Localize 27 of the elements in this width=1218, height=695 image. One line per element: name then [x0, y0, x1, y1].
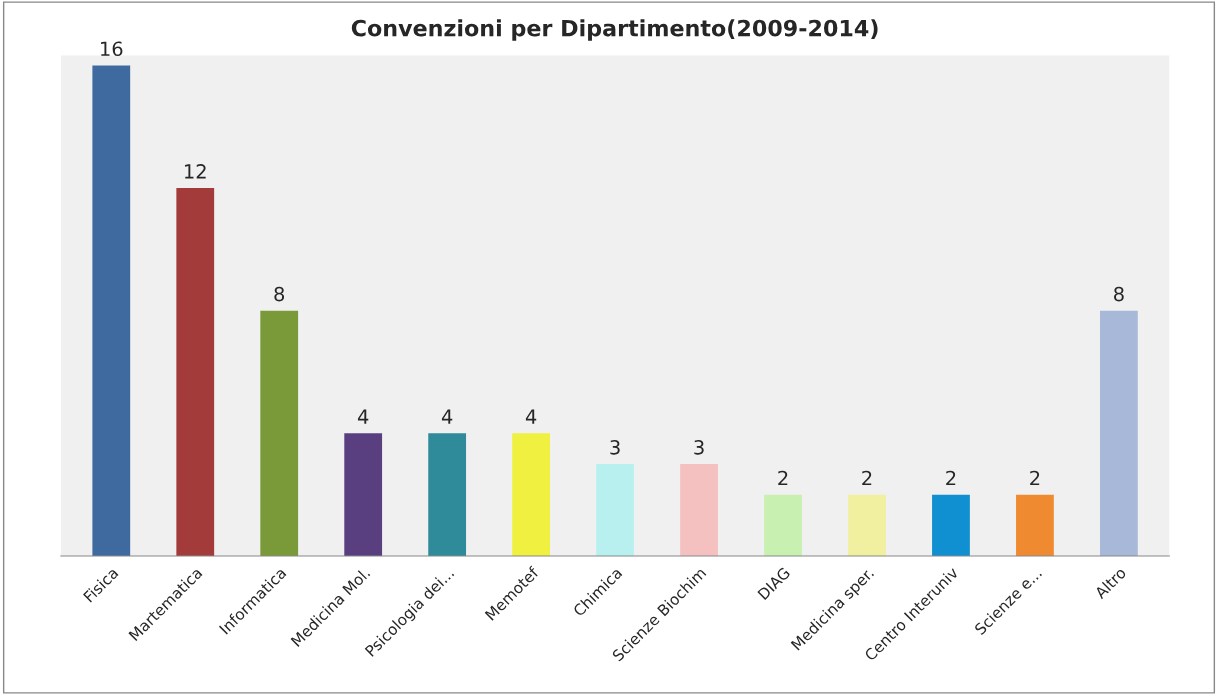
data-label: 3 [694, 439, 704, 455]
bar [1016, 494, 1054, 556]
bar [260, 310, 299, 556]
data-label: 2 [862, 470, 872, 486]
data-label: 8 [274, 286, 285, 302]
bar [680, 464, 718, 556]
data-label: 12 [185, 164, 206, 179]
bar [848, 494, 886, 556]
bar [932, 494, 970, 556]
bar [764, 494, 802, 556]
bar [344, 433, 383, 556]
bar [176, 188, 215, 556]
bar [92, 65, 131, 556]
data-label: 4 [525, 409, 537, 424]
data-label: 2 [1030, 470, 1040, 486]
data-label: 4 [441, 409, 453, 424]
data-label: 3 [610, 439, 620, 455]
data-label: 2 [778, 470, 788, 486]
data-label: 16 [101, 41, 123, 57]
data-label: 4 [357, 409, 369, 424]
bar [512, 433, 551, 556]
chart-title: Convenzioni per Dipartimento(2009-2014) [351, 19, 878, 41]
bar [596, 464, 634, 556]
data-label: 8 [1114, 286, 1124, 302]
bar [1100, 310, 1138, 556]
data-label: 2 [946, 470, 956, 486]
bar [428, 433, 467, 556]
